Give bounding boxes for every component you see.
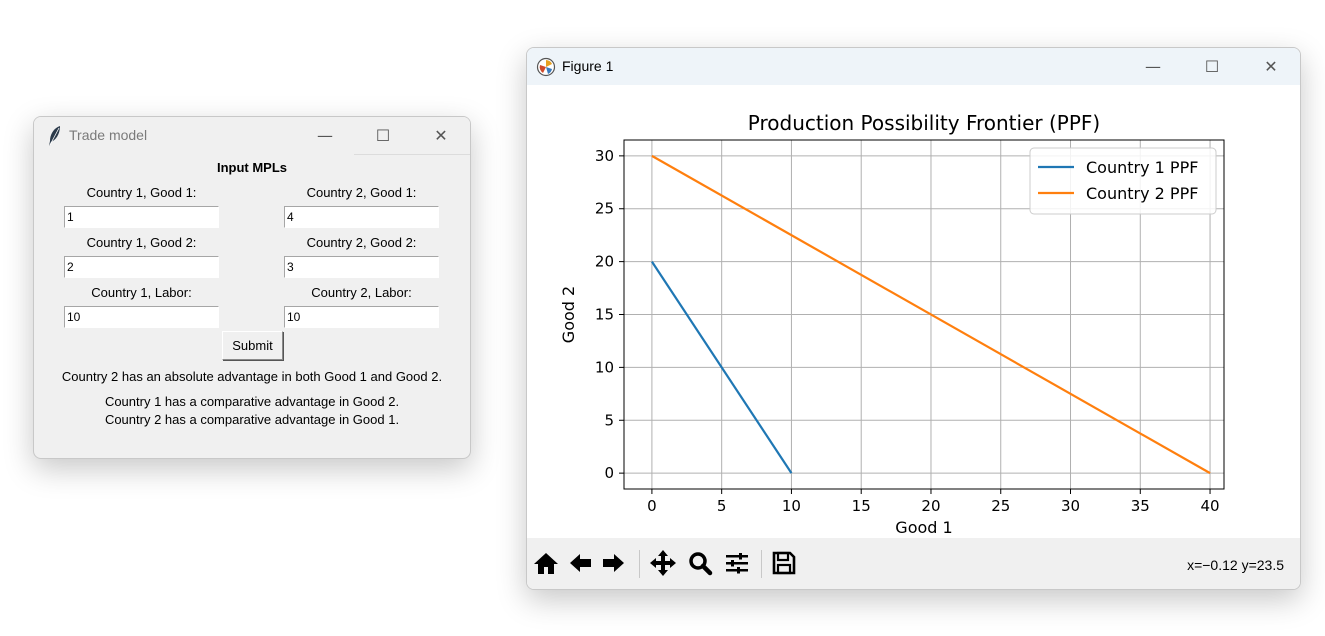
input-header: Input MPLs bbox=[216, 160, 288, 175]
x-tick-label: 15 bbox=[852, 497, 871, 515]
c2-labor-label: Country 2, Labor: bbox=[311, 285, 412, 300]
cursor-coordinates: x=−0.12 y=23.5 bbox=[1187, 557, 1284, 573]
minimize-icon: — bbox=[317, 126, 333, 145]
c1-labor-input[interactable]: 10 bbox=[64, 306, 219, 328]
chart-title: Production Possibility Frontier (PPF) bbox=[748, 111, 1100, 135]
legend-box bbox=[1029, 147, 1217, 215]
feather-icon bbox=[49, 126, 60, 146]
ppf-chart[interactable]: Production Possibility Frontier (PPF) 0 5 1… bbox=[527, 85, 1301, 538]
legend-label-2: Country 2 PPF bbox=[1086, 184, 1198, 203]
minimize-icon: — bbox=[1145, 57, 1161, 76]
c1-good1-label: Country 1, Good 1: bbox=[86, 185, 197, 200]
y-tick-label: 25 bbox=[595, 200, 614, 218]
back-icon[interactable] bbox=[565, 548, 595, 578]
navigation-toolbar: x=−0.12 y=23.5 bbox=[527, 538, 1300, 589]
y-tick-label: 0 bbox=[604, 464, 614, 482]
c1-good1-input[interactable]: 1 bbox=[64, 206, 219, 228]
x-axis-label: Good 1 bbox=[895, 518, 952, 537]
c1-good2-input[interactable]: 2 bbox=[64, 256, 219, 278]
c1-good2-label: Country 1, Good 2: bbox=[86, 235, 197, 250]
toolbar-separator bbox=[639, 550, 640, 578]
titlebar-divider bbox=[354, 154, 470, 155]
save-icon[interactable] bbox=[769, 548, 799, 578]
matplotlib-icon bbox=[536, 57, 556, 77]
x-tick-label: 30 bbox=[1061, 497, 1080, 515]
title-bar[interactable]: Figure 1 — ☐ ✕ bbox=[527, 48, 1300, 85]
y-tick-label: 10 bbox=[595, 358, 614, 376]
y-tick-label: 30 bbox=[595, 147, 614, 165]
maximize-button[interactable]: ☐ bbox=[354, 117, 412, 154]
submit-button[interactable]: Submit bbox=[222, 331, 283, 360]
pan-icon[interactable] bbox=[648, 548, 678, 578]
absolute-advantage-text: Country 2 has an absolute advantage in b… bbox=[61, 369, 443, 384]
y-axis-label: Good 2 bbox=[559, 286, 578, 343]
figure-window: Figure 1 — ☐ ✕ Production Possibility Fr… bbox=[526, 47, 1301, 590]
x-tick-label: 25 bbox=[991, 497, 1010, 515]
close-button[interactable]: ✕ bbox=[1242, 48, 1300, 85]
y-tick-label: 15 bbox=[595, 306, 614, 324]
y-tick-label: 5 bbox=[604, 411, 614, 429]
minimize-button[interactable]: — bbox=[1124, 48, 1182, 85]
minimize-button[interactable]: — bbox=[296, 117, 354, 154]
x-tick-label: 20 bbox=[921, 497, 940, 515]
x-tick-label: 0 bbox=[647, 497, 657, 515]
close-icon: ✕ bbox=[1264, 57, 1278, 76]
window-title: Figure 1 bbox=[562, 58, 614, 74]
toolbar-separator bbox=[761, 550, 762, 578]
zoom-icon[interactable] bbox=[685, 548, 715, 578]
x-tick-label: 35 bbox=[1131, 497, 1150, 515]
series-line-2 bbox=[651, 154, 1211, 475]
x-tick-label: 40 bbox=[1200, 497, 1219, 515]
legend-label-1: Country 1 PPF bbox=[1086, 158, 1198, 177]
configure-subplots-icon[interactable] bbox=[722, 548, 752, 578]
window-title: Trade model bbox=[69, 127, 148, 143]
title-bar[interactable]: Trade model — ☐ ✕ bbox=[34, 117, 470, 154]
maximize-icon: ☐ bbox=[1204, 57, 1220, 76]
y-tick-label: 20 bbox=[595, 253, 614, 271]
comparative-advantage-text-2: Country 2 has a comparative advantage in… bbox=[104, 412, 400, 427]
c2-good2-label: Country 2, Good 2: bbox=[306, 235, 417, 250]
home-icon[interactable] bbox=[531, 548, 561, 578]
maximize-button[interactable]: ☐ bbox=[1183, 48, 1241, 85]
c2-good1-label: Country 2, Good 1: bbox=[306, 185, 417, 200]
maximize-icon: ☐ bbox=[375, 126, 391, 145]
c2-good1-input[interactable]: 4 bbox=[284, 206, 439, 228]
trade-model-window: Trade model — ☐ ✕ Input MPLs Country 1, … bbox=[33, 116, 471, 459]
c1-labor-label: Country 1, Labor: bbox=[91, 285, 192, 300]
x-tick-label: 5 bbox=[717, 497, 727, 515]
close-icon: ✕ bbox=[434, 126, 448, 145]
comparative-advantage-text-1: Country 1 has a comparative advantage in… bbox=[104, 394, 400, 409]
forward-icon[interactable] bbox=[599, 548, 629, 578]
c2-labor-input[interactable]: 10 bbox=[284, 306, 439, 328]
series-line-1 bbox=[650, 261, 793, 474]
close-button[interactable]: ✕ bbox=[412, 117, 470, 154]
x-tick-label: 10 bbox=[782, 497, 801, 515]
c2-good2-input[interactable]: 3 bbox=[284, 256, 439, 278]
